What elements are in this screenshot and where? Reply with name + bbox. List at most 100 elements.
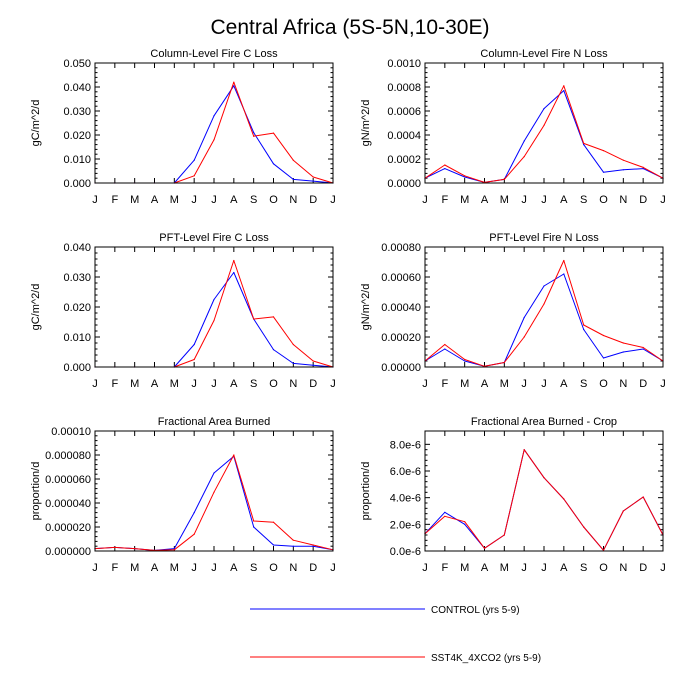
data-point <box>233 271 235 274</box>
data-point <box>193 358 195 361</box>
y-tick-label: 0.010 <box>63 332 91 344</box>
y-tick-label: 0.0000 <box>387 178 421 190</box>
x-tick-label: M <box>460 562 469 574</box>
panel-title: PFT-Level Fire N Loss <box>489 232 599 244</box>
y-tick-label: 0.00040 <box>381 302 421 314</box>
y-tick-label: 0.040 <box>63 82 91 94</box>
series-line-control <box>424 90 664 183</box>
y-axis-label: gN/m^2/d <box>360 284 372 331</box>
x-tick-label: J <box>660 562 666 574</box>
data-point <box>312 360 314 362</box>
data-point <box>114 546 116 549</box>
x-tick-label: F <box>111 194 118 206</box>
x-tick-label: O <box>599 194 608 206</box>
data-point <box>583 328 585 331</box>
data-point <box>272 163 275 165</box>
x-tick-label: A <box>151 562 159 574</box>
data-point <box>563 498 565 500</box>
chart-panel-5: Fractional Area Burnedproportion/d0.0000… <box>30 416 336 574</box>
data-point <box>213 319 215 322</box>
data-point <box>503 361 505 364</box>
x-tick-label: M <box>170 378 179 390</box>
y-tick-label: 0.010 <box>63 154 91 166</box>
data-point <box>523 156 525 158</box>
panel-title: Column-Level Fire N Loss <box>480 48 608 60</box>
data-point <box>292 178 294 180</box>
y-tick-label: 0.00000 <box>381 362 421 374</box>
x-tick-label: A <box>151 378 159 390</box>
data-point <box>193 175 195 177</box>
data-point <box>464 521 466 523</box>
data-point <box>583 142 585 144</box>
y-tick-label: 0.020 <box>63 130 91 142</box>
series-line-sst4k <box>424 85 664 183</box>
x-tick-label: J <box>92 378 98 390</box>
data-point <box>464 176 466 178</box>
data-point <box>253 526 255 528</box>
legend-label-sst4k: SST4K_4XCO2 (yrs 5-9) <box>431 653 541 664</box>
x-tick-label: J <box>330 562 336 574</box>
x-tick-label: J <box>191 194 197 206</box>
x-tick-label: J <box>211 378 217 390</box>
chart-panel-4: PFT-Level Fire N Loss gN/m^2/d 0.00000 0.00… <box>360 232 666 390</box>
x-tick-label: D <box>309 378 317 390</box>
x-tick-label: M <box>170 562 179 574</box>
y-tick-label: 0.000020 <box>45 522 91 534</box>
data-point <box>272 132 275 134</box>
plot-frame <box>424 62 664 184</box>
series-line-control <box>424 273 664 367</box>
data-point <box>292 545 294 547</box>
x-tick-label: A <box>230 378 238 390</box>
x-tick-label: D <box>639 378 647 390</box>
x-tick-label: O <box>269 194 278 206</box>
data-point <box>444 164 446 166</box>
data-point <box>523 316 525 319</box>
data-point <box>602 171 605 173</box>
plot-frame <box>94 62 334 184</box>
data-point <box>602 357 605 359</box>
data-point <box>193 159 195 161</box>
x-tick-label: F <box>441 562 448 574</box>
y-tick-label: 6.0e-6 <box>390 466 421 478</box>
x-tick-label: M <box>500 562 509 574</box>
y-tick-label: 0.040 <box>63 242 91 254</box>
panel-title: Fractional Area Burned <box>158 416 271 428</box>
y-tick-label: 0.000 <box>63 362 91 374</box>
y-tick-label: 0.00080 <box>381 242 421 254</box>
data-point <box>233 81 235 83</box>
y-tick-label: 0.0008 <box>387 82 421 94</box>
data-point <box>253 132 255 134</box>
series-line-sst4k <box>95 260 334 368</box>
series-line-sst4k <box>95 81 334 184</box>
data-point <box>523 449 525 451</box>
data-point <box>253 135 255 137</box>
x-tick-label: J <box>191 562 197 574</box>
data-point <box>642 348 644 350</box>
series-line-control <box>94 455 334 551</box>
x-tick-label: J <box>211 194 217 206</box>
x-tick-label: J <box>521 378 527 390</box>
data-point <box>642 346 644 349</box>
chart-panel-6: Fractional Area Burned - Crop proportion/… <box>360 416 666 574</box>
data-point <box>312 364 314 366</box>
data-point <box>622 159 624 161</box>
plot-frame <box>94 246 334 368</box>
data-point <box>253 318 255 320</box>
data-point <box>272 544 275 546</box>
data-point <box>464 523 466 525</box>
x-tick-label: J <box>211 562 217 574</box>
y-tick-label: 0.030 <box>63 272 91 284</box>
y-tick-label: 0.000080 <box>45 450 91 462</box>
data-point <box>193 533 195 535</box>
y-tick-label: 0.00010 <box>51 426 91 438</box>
data-point <box>213 472 215 474</box>
data-point <box>292 362 294 364</box>
data-point <box>193 511 195 514</box>
x-tick-label: S <box>580 378 587 390</box>
x-tick-label: N <box>619 562 627 574</box>
x-tick-label: N <box>289 194 297 206</box>
data-point <box>523 140 525 142</box>
x-tick-label: J <box>422 562 428 574</box>
data-point <box>464 358 466 361</box>
